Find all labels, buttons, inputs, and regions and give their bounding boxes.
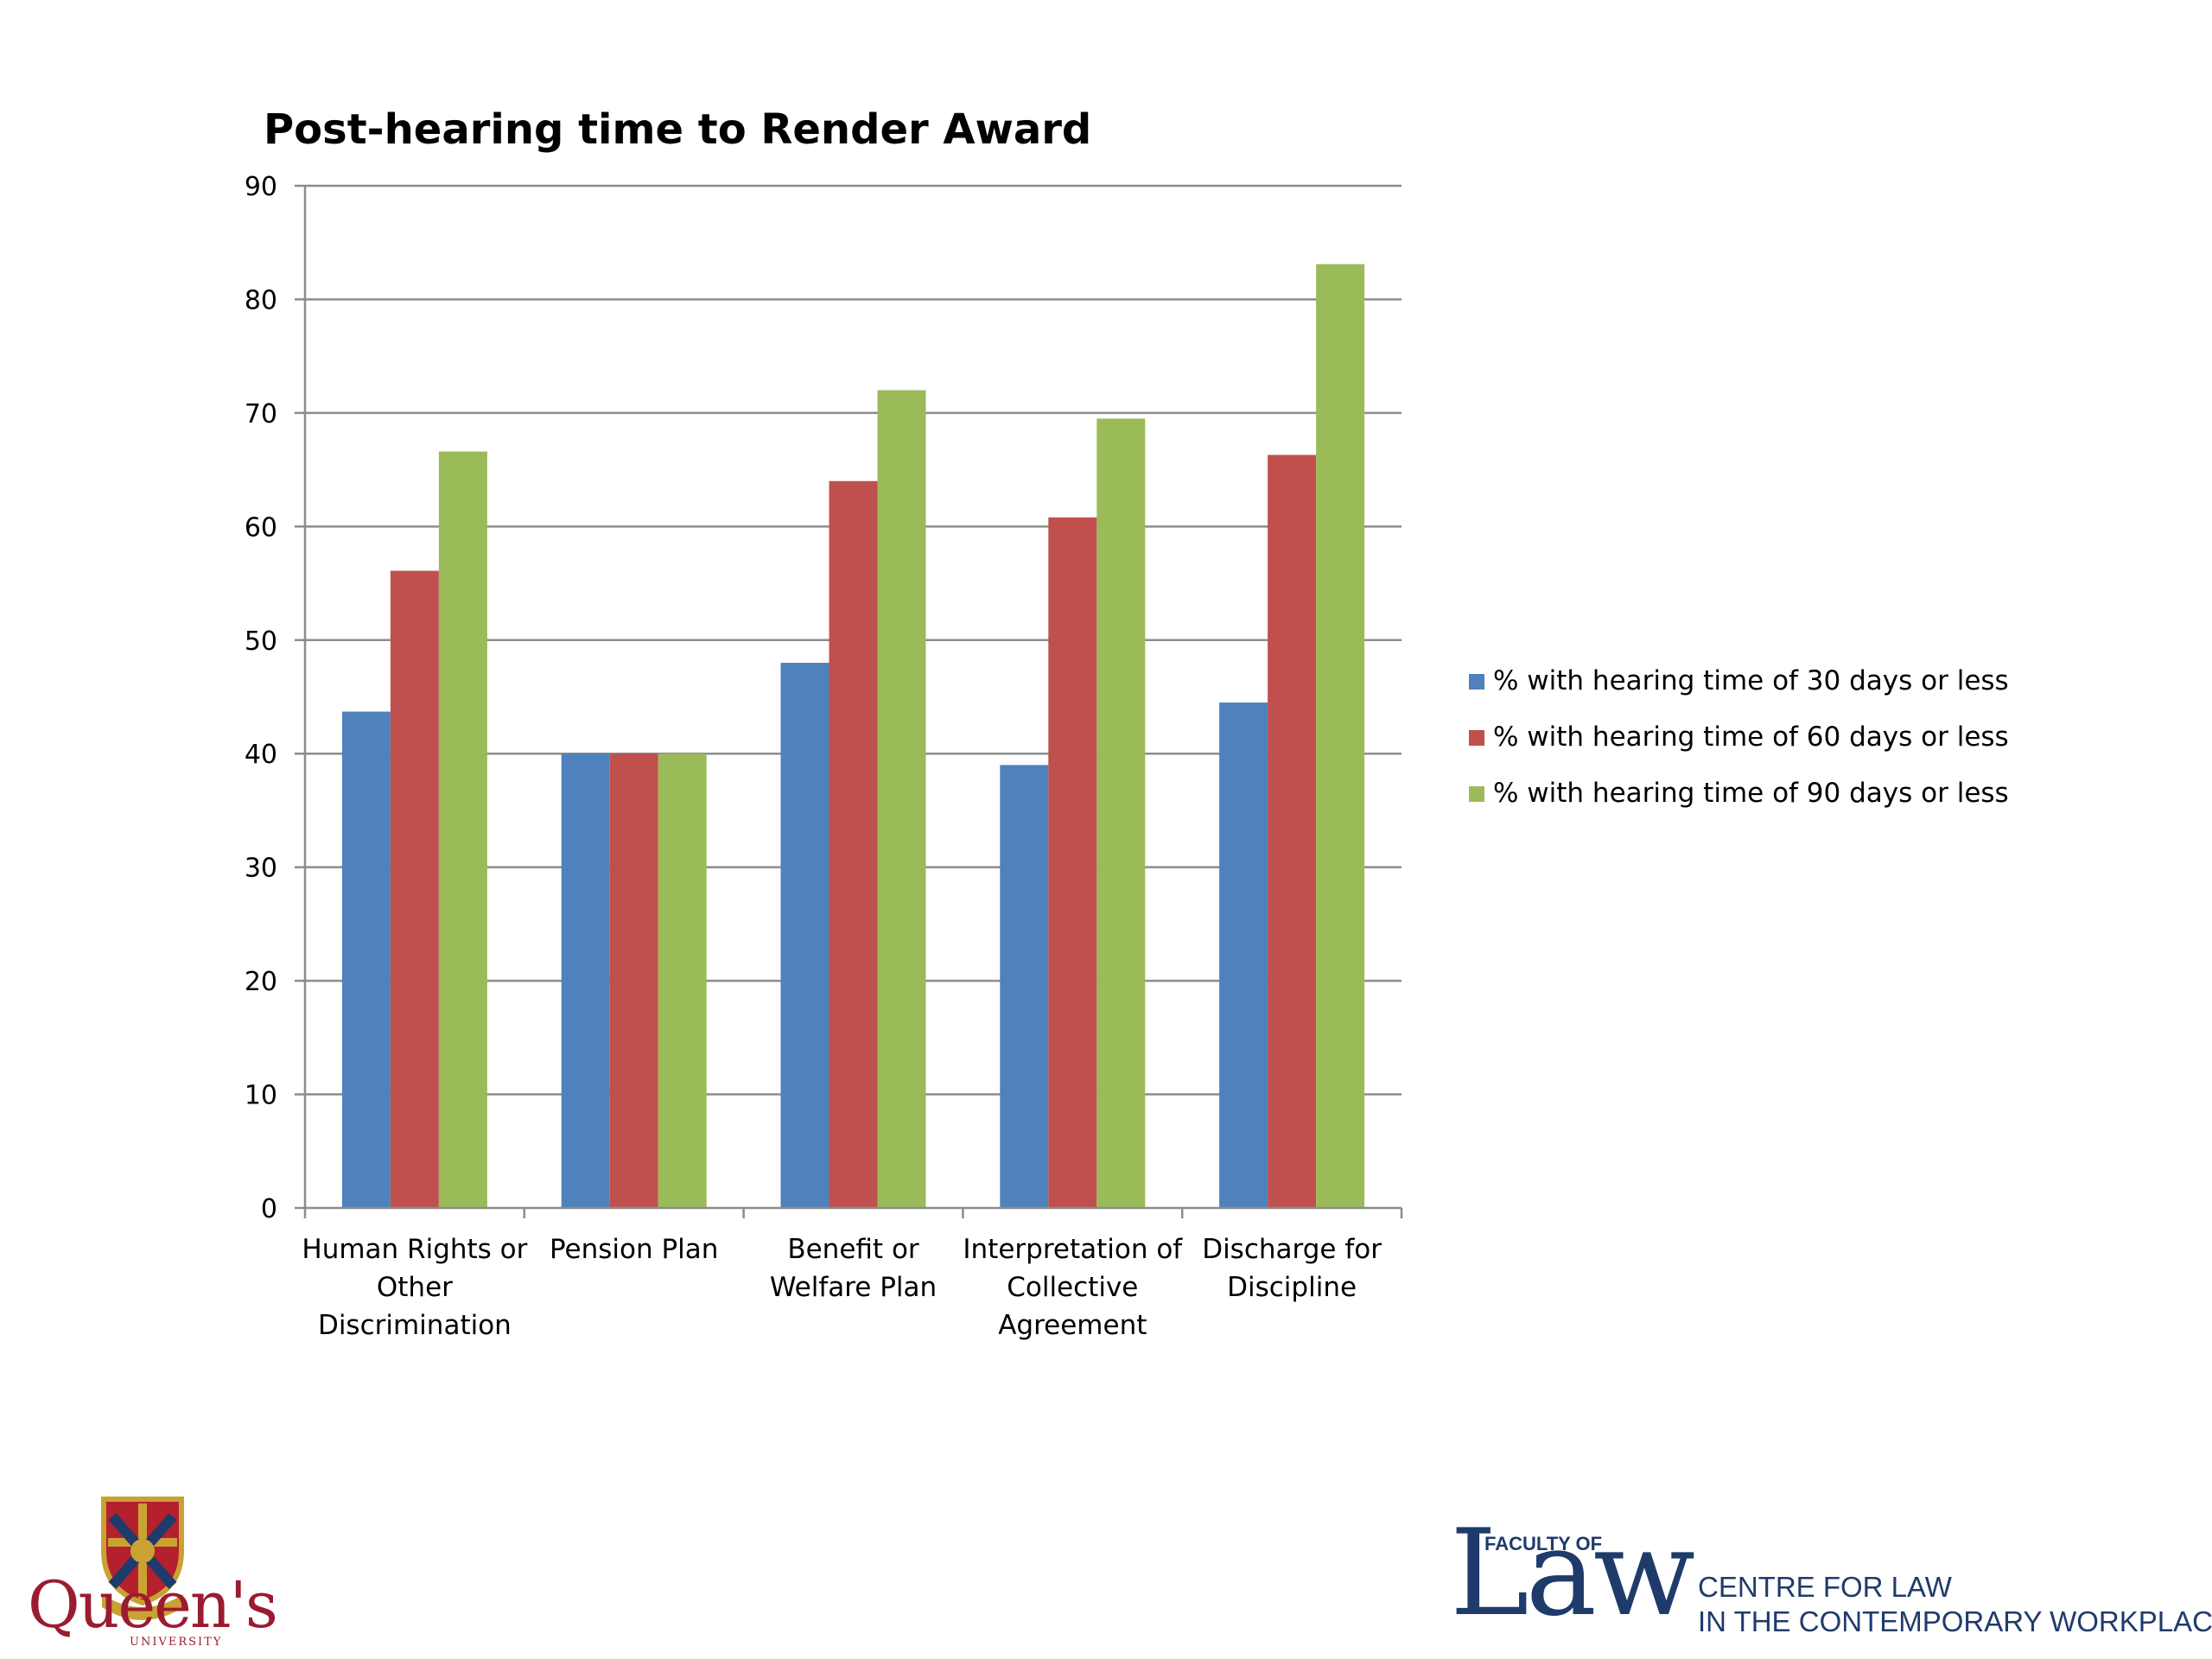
bar-2-2 [609, 753, 658, 1208]
bar-1-4 [1000, 765, 1049, 1208]
y-tick-label: 30 [245, 854, 277, 884]
y-tick-label: 50 [245, 626, 277, 657]
category-label: Benefit or [787, 1234, 919, 1265]
category-label: Interpretation of [963, 1234, 1183, 1265]
bar-3-2 [658, 753, 707, 1208]
legend-swatch-2 [1469, 730, 1484, 746]
category-label: Welfare Plan [770, 1272, 937, 1303]
queens-university-subtitle: UNIVERSITY [130, 1636, 223, 1649]
bar-2-5 [1268, 454, 1317, 1208]
bar-3-1 [438, 451, 487, 1208]
category-label: Human Rights or [302, 1234, 527, 1265]
law-wordmark: Law [1450, 1503, 1695, 1643]
queens-wordmark: Queen's [28, 1568, 278, 1643]
faculty-of-label: FACULTY OF [1484, 1533, 1603, 1554]
bar-2-1 [390, 570, 439, 1208]
y-tick-label: 60 [245, 512, 277, 543]
y-tick-label: 0 [261, 1194, 277, 1224]
y-tick-label: 10 [245, 1081, 277, 1111]
y-tick-label: 90 [245, 172, 277, 202]
bar-3-5 [1316, 264, 1365, 1208]
centre-line-2: IN THE CONTEMPORARY WORKPLACE [1698, 1605, 2212, 1637]
legend-swatch-1 [1469, 674, 1484, 690]
bar-3-3 [877, 390, 926, 1209]
y-tick-label: 80 [245, 285, 277, 315]
bar-1-2 [561, 753, 610, 1208]
bar-3-4 [1096, 418, 1146, 1208]
bar-1-3 [780, 663, 830, 1208]
category-label: Other [377, 1272, 453, 1303]
y-tick-label: 20 [245, 967, 277, 997]
legend: % with hearing time of 30 days or less % … [1469, 665, 2009, 809]
category-label: Discipline [1227, 1272, 1357, 1303]
legend-label-2: % with hearing time of 60 days or less [1493, 721, 2009, 753]
bar-1-1 [341, 711, 391, 1208]
y-tick-label: 40 [245, 740, 277, 770]
legend-swatch-3 [1469, 786, 1484, 802]
legend-label-1: % with hearing time of 30 days or less [1493, 665, 2009, 696]
bar-2-3 [829, 480, 878, 1208]
category-label: Agreement [998, 1310, 1147, 1341]
bar-1-5 [1219, 702, 1268, 1208]
bars [341, 264, 1365, 1209]
queens-crest-icon [101, 1497, 184, 1620]
category-label: Discharge for [1202, 1234, 1382, 1265]
legend-label-3: % with hearing time of 90 days or less [1493, 778, 2009, 809]
category-label: Pension Plan [550, 1234, 719, 1265]
category-label: Discrimination [318, 1310, 512, 1341]
axes [295, 184, 1403, 1218]
bar-2-4 [1048, 517, 1097, 1208]
centre-line-1: CENTRE FOR LAW [1698, 1571, 1952, 1603]
labels: 0 10 20 30 40 50 60 70 80 90 Human Rights or Other D… [245, 172, 1382, 1341]
y-tick-label: 70 [245, 399, 277, 429]
category-label: Collective [1007, 1272, 1138, 1303]
chart-title: Post-hearing time to Render Award [264, 105, 1092, 154]
